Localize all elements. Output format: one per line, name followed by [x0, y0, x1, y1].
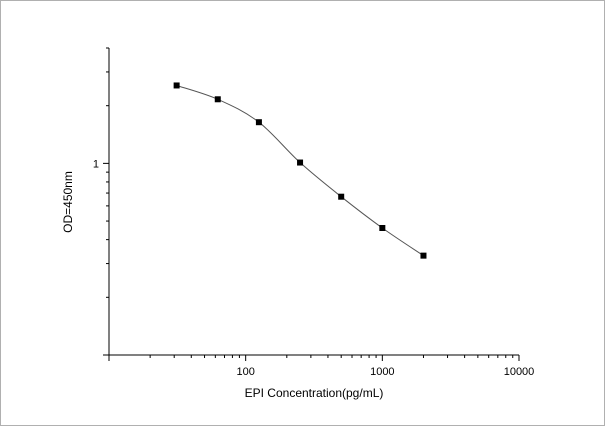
data-point — [379, 224, 386, 231]
x-axis-label: EPI Concentration(pg/mL) — [245, 386, 384, 400]
data-points — [173, 82, 427, 259]
data-point — [420, 252, 427, 259]
y-tick-label: 1 — [93, 158, 99, 170]
x-tick-label: 10000 — [504, 366, 535, 378]
data-point — [297, 159, 304, 166]
data-point — [255, 119, 262, 126]
data-point — [173, 82, 180, 89]
x-tick-label: 100 — [236, 366, 254, 378]
y-axis-label: OD=450nm — [61, 171, 75, 233]
x-tick-label: 1000 — [370, 366, 394, 378]
ticks: 100 1000 10000 1 — [93, 47, 535, 378]
series-curve — [176, 84, 424, 257]
data-point — [338, 193, 345, 200]
axes — [108, 48, 519, 356]
data-point — [214, 96, 221, 103]
